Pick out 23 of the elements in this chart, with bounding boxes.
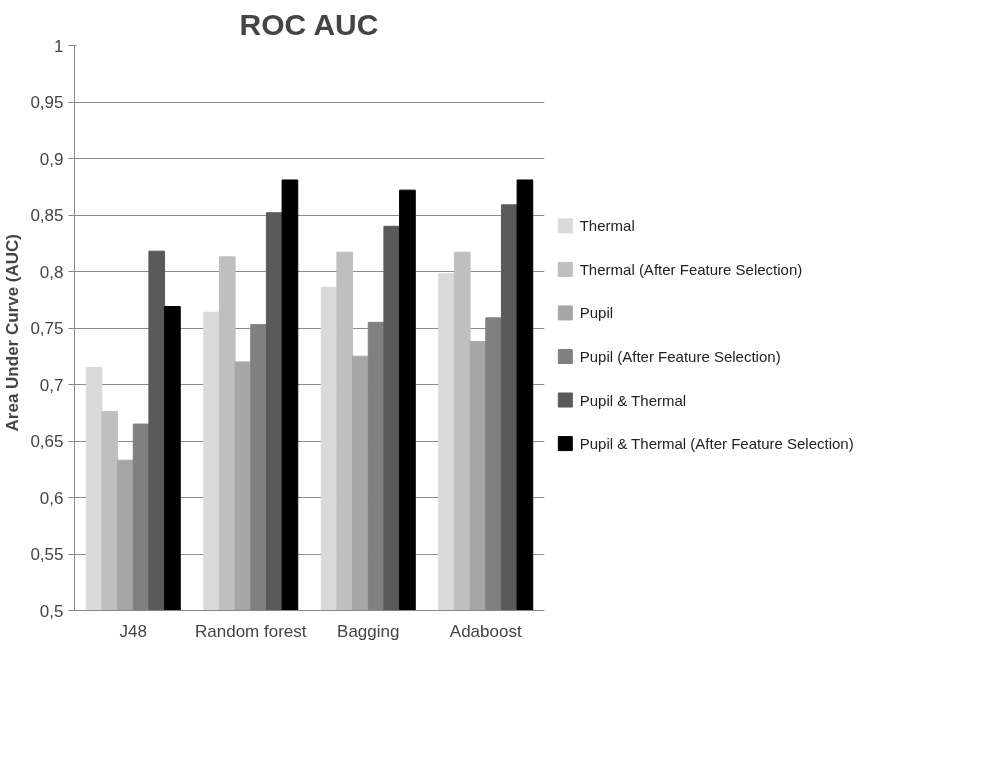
y-tick-label: 1	[54, 36, 64, 56]
y-tick-label: 0,6	[39, 488, 64, 508]
y-tick-label: 0,8	[39, 262, 64, 282]
y-tick-label: 0,85	[30, 206, 64, 225]
y-tick-label: 0,55	[30, 545, 64, 564]
y-tick-label: 0,65	[30, 432, 64, 451]
y-tick-label: 0,7	[39, 375, 64, 395]
legend-label: Thermal	[579, 217, 635, 235]
y-tick-label: 0,75	[30, 319, 64, 338]
y-tick-label: 0,5	[39, 601, 64, 621]
y-axis-title: Area Under Curve (AUC)	[3, 234, 23, 432]
legend-label: Pupil & Thermal (After Feature Selection)	[579, 435, 854, 453]
x-tick-label: Adaboost	[449, 621, 522, 641]
y-tick-label: 0,95	[30, 93, 64, 112]
legend-label: Pupil (After Feature Selection)	[579, 348, 781, 365]
x-tick-label: Random forest	[195, 621, 307, 641]
y-tick-label: 0,9	[39, 149, 64, 169]
x-tick-label: J48	[119, 621, 147, 641]
x-tick-label: Bagging	[337, 621, 400, 641]
legend-label: Pupil & Thermal	[579, 391, 687, 409]
legend-label: Thermal (After Feature Selection)	[579, 260, 803, 278]
legend-label: Pupil	[579, 304, 614, 322]
chart-title: ROC AUC	[239, 7, 379, 41]
